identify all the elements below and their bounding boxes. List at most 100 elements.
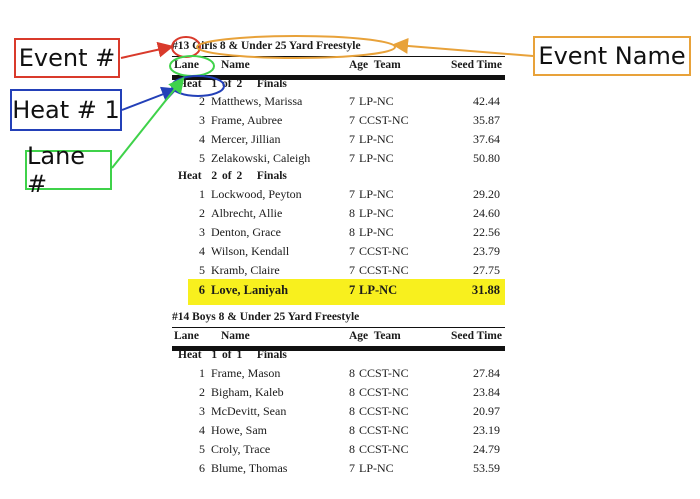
team: CCST-NC bbox=[359, 113, 409, 127]
swimmer-name: Kramb, Claire bbox=[211, 263, 280, 277]
seed-time: 31.88 bbox=[471, 283, 500, 297]
seed-time: 23.84 bbox=[473, 385, 500, 399]
column-age-team: Age Team bbox=[349, 59, 401, 71]
team: LP-NC bbox=[359, 461, 394, 475]
seed-time: 53.59 bbox=[473, 461, 500, 475]
lane-number: 5 bbox=[199, 442, 205, 456]
swimmer-name: Croly, Trace bbox=[211, 442, 271, 456]
column-name: Name bbox=[221, 330, 250, 342]
heat-arrow bbox=[121, 86, 178, 111]
heat-label: Heat 1 of 1 Finals bbox=[178, 349, 287, 361]
lane-number: 2 bbox=[199, 206, 205, 220]
heat-number-label: Heat # 1 bbox=[10, 89, 122, 131]
swimmer-name: Howe, Sam bbox=[211, 423, 267, 437]
swimmer-name: Denton, Grace bbox=[211, 225, 281, 239]
lane-number: 3 bbox=[199, 225, 205, 239]
entry-row: 4 Mercer, Jillian 7 LP-NC 37.64 bbox=[172, 132, 504, 148]
event-name-ellipse bbox=[196, 35, 396, 59]
double-divider bbox=[172, 75, 505, 78]
entry-row: 3 Frame, Aubree 7 CCST-NC 35.87 bbox=[172, 113, 504, 129]
entry-row: 3 Denton, Grace 8 LP-NC 22.56 bbox=[172, 225, 504, 241]
team: CCST-NC bbox=[359, 244, 409, 258]
event-number-arrow bbox=[120, 41, 174, 59]
lane-number: 2 bbox=[199, 385, 205, 399]
column-lane: Lane bbox=[174, 59, 199, 71]
team: LP-NC bbox=[359, 151, 394, 165]
swimmer-name: Zelakowski, Caleigh bbox=[211, 151, 311, 165]
seed-time: 29.20 bbox=[473, 187, 500, 201]
entry-row: 3 McDevitt, Sean 8 CCST-NC 20.97 bbox=[172, 404, 504, 420]
divider bbox=[172, 327, 505, 328]
lane-number: 1 bbox=[199, 187, 205, 201]
team: CCST-NC bbox=[359, 404, 409, 418]
lane-number: 1 bbox=[199, 366, 205, 380]
column-name: Name bbox=[221, 59, 250, 71]
swimmer-name: McDevitt, Sean bbox=[211, 404, 287, 418]
age: 7 bbox=[349, 187, 355, 201]
lane-number: 4 bbox=[199, 423, 205, 437]
swimmer-name: Matthews, Marissa bbox=[211, 94, 303, 108]
seed-time: 24.60 bbox=[473, 206, 500, 220]
team: CCST-NC bbox=[359, 442, 409, 456]
seed-time: 27.75 bbox=[473, 263, 500, 277]
entry-row: 1 Frame, Mason 8 CCST-NC 27.84 bbox=[172, 366, 504, 382]
entry-row: 5 Zelakowski, Caleigh 7 LP-NC 50.80 bbox=[172, 151, 504, 167]
seed-time: 42.44 bbox=[473, 94, 500, 108]
team: LP-NC bbox=[359, 94, 394, 108]
lane-number: 3 bbox=[199, 113, 205, 127]
entry-row: 6 Blume, Thomas 7 LP-NC 53.59 bbox=[172, 461, 504, 477]
lane-number: 4 bbox=[199, 244, 205, 258]
team: CCST-NC bbox=[359, 263, 409, 277]
event-title: #14 Boys 8 & Under 25 Yard Freestyle bbox=[172, 311, 360, 323]
double-divider bbox=[172, 346, 505, 349]
team: CCST-NC bbox=[359, 366, 409, 380]
column-age-team: Age Team bbox=[349, 330, 401, 342]
entry-row: 4 Wilson, Kendall 7 CCST-NC 23.79 bbox=[172, 244, 504, 260]
heat-ellipse bbox=[171, 75, 225, 97]
age: 8 bbox=[349, 442, 355, 456]
column-lane: Lane bbox=[174, 330, 199, 342]
seed-time: 35.87 bbox=[473, 113, 500, 127]
lane-number: 6 bbox=[198, 283, 205, 297]
team: LP-NC bbox=[359, 283, 398, 297]
age: 7 bbox=[349, 263, 355, 277]
swimmer-name: Wilson, Kendall bbox=[211, 244, 290, 258]
swimmer-name: Lockwood, Peyton bbox=[211, 187, 302, 201]
event-number-label: Event # bbox=[14, 38, 120, 78]
entry-row: 2 Bigham, Kaleb 8 CCST-NC 23.84 bbox=[172, 385, 504, 401]
lane-number-label: Lane # bbox=[25, 142, 112, 198]
column-seed-time: Seed Time bbox=[450, 330, 502, 342]
swimmer-name: Mercer, Jillian bbox=[211, 132, 281, 146]
age: 7 bbox=[349, 151, 355, 165]
seed-time: 20.97 bbox=[473, 404, 500, 418]
swimmer-name: Blume, Thomas bbox=[211, 461, 288, 475]
entry-row: 2 Albrecht, Allie 8 LP-NC 24.60 bbox=[172, 206, 504, 222]
seed-time: 24.79 bbox=[473, 442, 500, 456]
age: 8 bbox=[349, 225, 355, 239]
column-header: Lane Name Age Team Seed Time bbox=[172, 330, 504, 344]
entry-row: 4 Howe, Sam 8 CCST-NC 23.19 bbox=[172, 423, 504, 439]
seed-time: 50.80 bbox=[473, 151, 500, 165]
seed-time: 23.79 bbox=[473, 244, 500, 258]
age: 7 bbox=[349, 113, 355, 127]
column-seed-time: Seed Time bbox=[450, 59, 502, 71]
event-name-label: Event Name bbox=[533, 36, 691, 76]
team: LP-NC bbox=[359, 187, 394, 201]
lane-number: 5 bbox=[199, 151, 205, 165]
age: 7 bbox=[349, 94, 355, 108]
event-title: #13 Girls 8 & Under 25 Yard Freestyle bbox=[172, 40, 361, 52]
entry-row: 5 Croly, Trace 8 CCST-NC 24.79 bbox=[172, 442, 504, 458]
seed-time: 23.19 bbox=[473, 423, 500, 437]
entry-row: 5 Kramb, Claire 7 CCST-NC 27.75 bbox=[172, 263, 504, 279]
age: 7 bbox=[349, 132, 355, 146]
heat-label: Heat 2 of 2 Finals bbox=[178, 170, 287, 182]
team: LP-NC bbox=[359, 206, 394, 220]
column-header: Lane Name Age Team Seed Time bbox=[172, 59, 504, 73]
team: CCST-NC bbox=[359, 385, 409, 399]
age: 8 bbox=[349, 206, 355, 220]
seed-time: 27.84 bbox=[473, 366, 500, 380]
team: LP-NC bbox=[359, 132, 394, 146]
swimmer-name: Frame, Mason bbox=[211, 366, 281, 380]
